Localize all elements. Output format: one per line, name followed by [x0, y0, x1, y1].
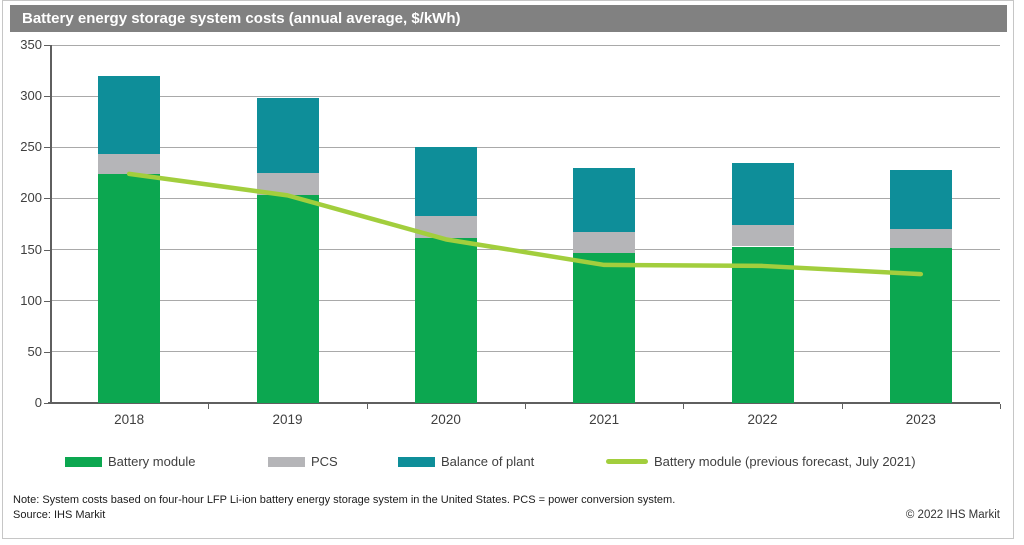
bar-segment-pcs	[573, 232, 636, 253]
x-axis-tick	[366, 404, 368, 409]
legend-label: Balance of plant	[441, 454, 535, 469]
bar-segment-balance-of-plant	[889, 169, 952, 230]
x-axis-line	[48, 402, 1000, 404]
gridline	[50, 146, 1000, 148]
bar-segment-pcs	[414, 215, 477, 239]
copyright: © 2022 IHS Markit	[905, 509, 1000, 521]
gridline	[50, 197, 1000, 199]
bar-segment-pcs	[256, 172, 319, 196]
chart-title-bar: Battery energy storage system costs (ann…	[10, 5, 1007, 32]
y-axis-label: 100	[20, 292, 42, 308]
bar-segment-pcs	[98, 154, 161, 174]
bar-segment-balance-of-plant	[573, 167, 636, 233]
y-axis-tick	[44, 198, 50, 200]
x-axis-tick	[683, 404, 685, 409]
bar-segment-balance-of-plant	[256, 98, 319, 173]
gridline	[50, 44, 1000, 46]
forecast-line	[126, 171, 924, 277]
bar-segment-balance-of-plant	[731, 162, 794, 226]
legend: Battery module PCS Balance of plant Batt…	[0, 452, 1024, 472]
x-axis-label: 2022	[747, 412, 778, 427]
x-axis-tick	[841, 404, 843, 409]
balance-of-plant-swatch-icon	[398, 457, 435, 467]
y-axis-label: 0	[34, 395, 42, 410]
x-axis-tick	[1000, 404, 1001, 409]
bar-segment-pcs	[889, 229, 952, 248]
y-axis-label: 200	[20, 190, 42, 206]
x-axis-label: 2020	[430, 412, 461, 427]
gridline	[50, 95, 1000, 97]
y-axis-line	[50, 45, 52, 403]
y-axis-tick	[44, 403, 50, 404]
y-axis-label: 150	[20, 241, 42, 257]
bar-segment-balance-of-plant	[414, 147, 477, 216]
bar-segment-battery-module	[98, 173, 161, 403]
gridline	[50, 351, 1000, 353]
bar-segment-battery-module	[731, 246, 794, 403]
y-axis-tick	[44, 300, 50, 302]
y-axis-label: 50	[27, 343, 42, 359]
gridline	[50, 249, 1000, 251]
y-axis-tick	[44, 249, 50, 251]
battery-module-swatch-icon	[65, 457, 102, 467]
x-axis-label: 2021	[589, 412, 620, 427]
y-axis-tick	[44, 45, 50, 46]
bar-segment-battery-module	[573, 252, 636, 403]
y-axis-tick	[44, 96, 50, 98]
plot-area: 0 50 100 150 200 250 300 350 2018 2019 2020 2021 202…	[20, 37, 1001, 427]
x-axis-tick	[208, 404, 210, 409]
y-axis-tick	[44, 351, 50, 353]
legend-label: Battery module	[108, 454, 196, 469]
bar-segment-balance-of-plant	[98, 75, 161, 155]
y-axis-tick	[44, 147, 50, 149]
footnote: Note: System costs based on four-hour LF…	[13, 494, 676, 506]
y-axis-label: 350	[20, 37, 42, 52]
forecast-line-swatch-icon	[606, 459, 648, 464]
bar-segment-pcs	[731, 225, 794, 247]
gridline	[50, 300, 1000, 302]
y-axis-label: 300	[20, 88, 42, 104]
x-axis-label: 2023	[905, 412, 936, 427]
chart-title: Battery energy storage system costs (ann…	[22, 10, 461, 27]
x-axis-label: 2018	[114, 412, 145, 427]
forecast-line-layer	[126, 171, 924, 277]
x-axis-label: 2019	[272, 412, 303, 427]
legend-label: PCS	[311, 454, 338, 469]
bar-segment-battery-module	[256, 195, 319, 403]
x-axis-tick	[525, 404, 526, 409]
legend-label: Battery module (previous forecast, July …	[654, 454, 916, 469]
pcs-swatch-icon	[268, 457, 305, 467]
y-axis-label: 250	[20, 139, 42, 155]
bar-segment-battery-module	[414, 238, 477, 403]
source-credit: Source: IHS Markit	[13, 509, 106, 521]
